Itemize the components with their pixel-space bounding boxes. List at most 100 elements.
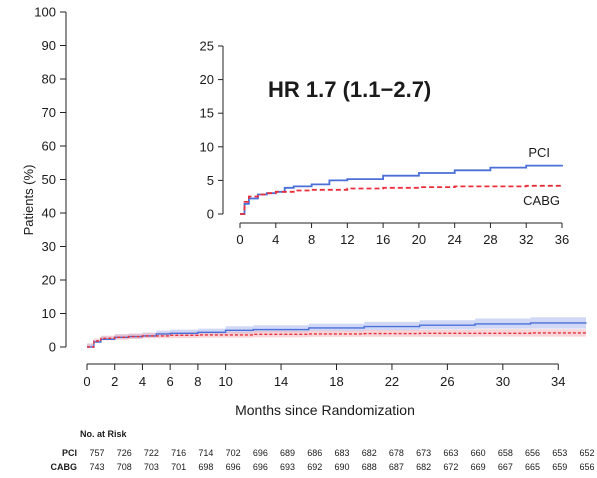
x-tick-label: 18 [329,374,343,389]
risk-row-label-cabg: CABG [51,462,78,472]
x-tick-label: 14 [274,374,288,389]
y-tick-label: 50 [42,172,56,187]
y-tick-label: 30 [42,239,56,254]
y-tick-label: 90 [42,38,56,53]
x-tick-label: 4 [139,374,146,389]
risk-cell-pci: 673 [416,448,431,458]
y-tick-label: 0 [49,340,56,355]
x-tick-label: 6 [167,374,174,389]
inset-label-cabg: CABG [523,193,560,208]
risk-cell-cabg: 696 [253,462,268,472]
risk-cell-cabg: 659 [552,462,567,472]
y-tick-label: 20 [42,273,56,288]
inset-y-tick-label: 20 [200,72,214,87]
x-tick-label: 8 [194,374,201,389]
risk-cell-pci: 660 [471,448,486,458]
x-axis-label: Months since Randomization [235,402,415,418]
risk-cell-cabg: 698 [198,462,213,472]
inset-x-tick-label: 28 [483,232,497,247]
risk-cell-cabg: 693 [280,462,295,472]
risk-cell-pci: 678 [389,448,404,458]
inset-y-tick-label: 10 [200,139,214,154]
risk-cell-pci: 686 [307,448,322,458]
ci-band-pci [87,316,586,347]
risk-cell-cabg: 682 [416,462,431,472]
risk-cell-pci: 696 [253,448,268,458]
y-axis-label: Patients (%) [21,165,36,236]
risk-cell-cabg: 696 [226,462,241,472]
main-series-lines [87,322,587,348]
risk-cell-cabg: 708 [117,462,132,472]
risk-cell-cabg: 669 [471,462,486,472]
risk-cell-pci: 652 [579,448,594,458]
inset-x-tick-label: 0 [236,232,243,247]
inset-x-tick-label: 24 [447,232,461,247]
main-y-axis: 0 10 20 30 40 50 60 70 80 90 100 [34,5,67,355]
series-line-cabg [87,332,586,348]
risk-cell-cabg: 690 [334,462,349,472]
risk-cell-cabg: 665 [525,462,540,472]
inset-x-tick-label: 20 [412,232,426,247]
x-tick-label: 0 [83,374,90,389]
risk-cell-pci: 757 [89,448,104,458]
risk-cell-cabg: 687 [389,462,404,472]
main-x-axis: 0 2 4 6 8 10 14 18 22 26 30 34 [83,363,566,389]
risk-cell-cabg: 667 [498,462,513,472]
inset-series-lines [240,164,563,215]
risk-cell-pci: 722 [144,448,159,458]
risk-cell-cabg: 703 [144,462,159,472]
risk-cell-pci: 663 [443,448,458,458]
x-tick-label: 2 [111,374,118,389]
hazard-ratio-annotation: HR 1.7 (1.1−2.7) [268,77,431,102]
risk-cell-pci: 726 [117,448,132,458]
risk-cell-pci: 682 [362,448,377,458]
y-tick-label: 40 [42,206,56,221]
inset-y-tick-label: 15 [200,106,214,121]
x-tick-label: 30 [496,374,510,389]
inset-x-tick-label: 8 [308,232,315,247]
inset-x-tick-label: 16 [376,232,390,247]
inset-y-axis: 0 5 10 15 20 25 [200,39,224,222]
x-tick-label: 34 [551,374,565,389]
risk-table-title: No. at Risk [80,429,128,439]
x-tick-label: 22 [385,374,399,389]
y-tick-label: 80 [42,72,56,87]
inset-y-tick-label: 25 [200,39,214,54]
risk-table: No. at Risk PCI 757 726 722 716 714 702 696 689 6… [51,429,595,472]
risk-cell-cabg: 692 [307,462,322,472]
risk-cell-cabg: 743 [89,462,104,472]
y-tick-label: 70 [42,105,56,120]
inset-plot: 0 5 10 15 20 25 0 4 8 12 16 20 24 28 32 36 HR 1.7 (1.1… [200,39,570,248]
inset-y-tick-label: 5 [207,173,214,188]
x-tick-label: 10 [218,374,232,389]
inset-series-line-cabg [240,184,562,215]
risk-cell-cabg: 672 [443,462,458,472]
risk-row-label-pci: PCI [62,448,77,458]
inset-x-axis: 0 4 8 12 16 20 24 28 32 36 [236,222,569,247]
risk-table-rows: PCI 757 726 722 716 714 702 696 689 686 683 682 678 6… [51,448,595,472]
risk-cell-cabg: 688 [362,462,377,472]
risk-cell-pci: 702 [226,448,241,458]
inset-x-tick-label: 32 [519,232,533,247]
risk-cell-cabg: 656 [579,462,594,472]
inset-x-tick-label: 4 [272,232,279,247]
y-tick-label: 100 [34,5,56,20]
inset-x-tick-label: 36 [555,232,569,247]
inset-y-tick-label: 0 [207,207,214,222]
inset-x-tick-label: 12 [340,232,354,247]
inset-series-line-pci [240,164,563,215]
main-ci-bands [87,316,586,347]
risk-cell-pci: 716 [171,448,186,458]
x-tick-label: 26 [440,374,454,389]
inset-label-pci: PCI [528,145,550,160]
risk-cell-pci: 653 [552,448,567,458]
risk-cell-pci: 689 [280,448,295,458]
risk-cell-cabg: 701 [171,462,186,472]
risk-cell-pci: 683 [334,448,349,458]
risk-cell-pci: 714 [198,448,213,458]
y-tick-label: 60 [42,139,56,154]
risk-cell-pci: 656 [525,448,540,458]
risk-cell-pci: 658 [498,448,513,458]
